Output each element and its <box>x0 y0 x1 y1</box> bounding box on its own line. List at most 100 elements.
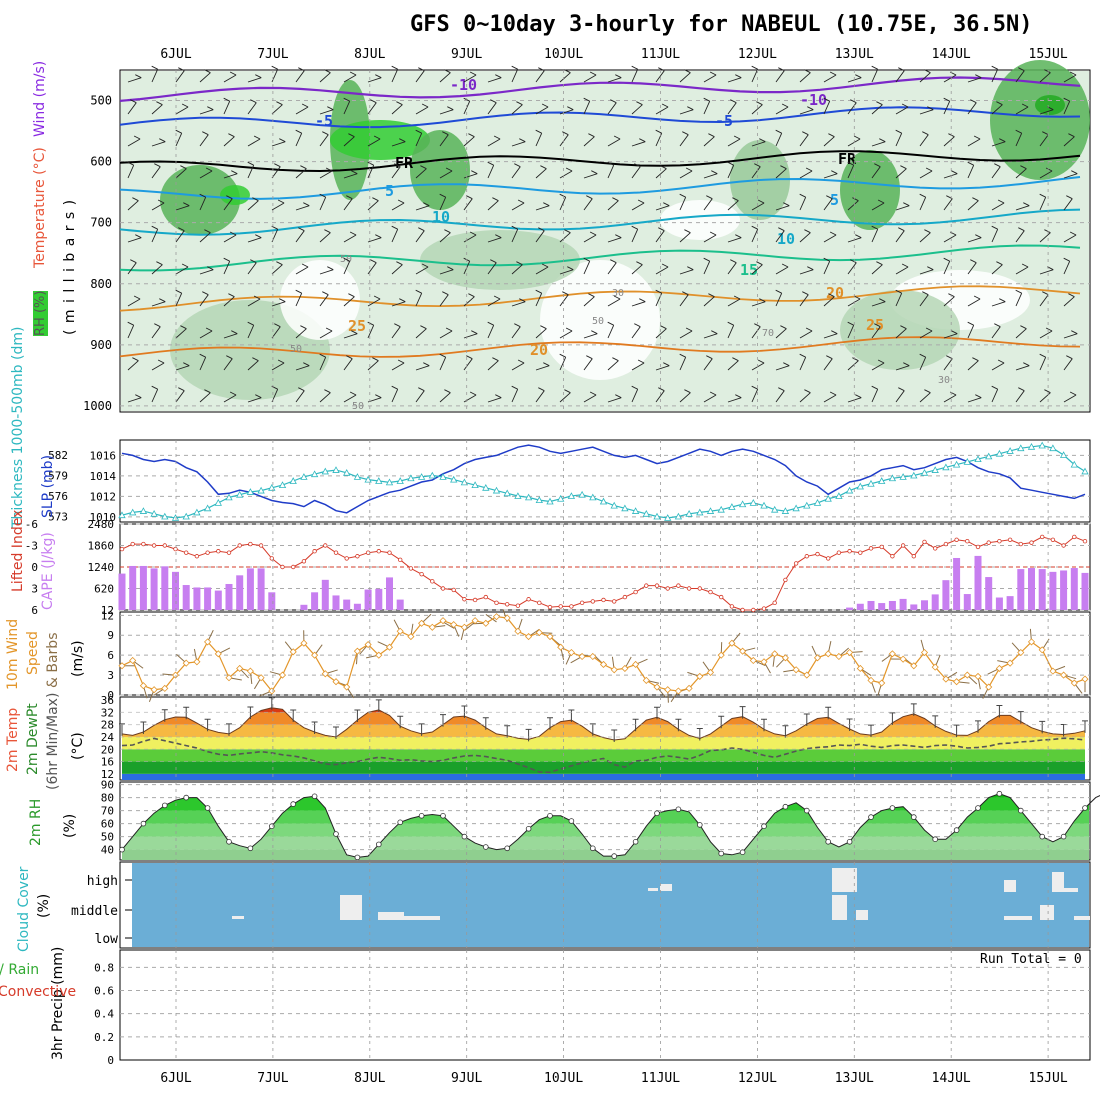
li-marker-82 <box>997 539 1002 544</box>
cape-bar-8 <box>204 587 212 610</box>
upper-wind-barb-212 <box>583 170 598 179</box>
rh-marker-26 <box>397 819 404 826</box>
upper-wind-barb-175 <box>487 394 502 403</box>
thickness-marker-46 <box>610 501 618 509</box>
upper-wind-barb-339 <box>847 357 859 371</box>
li-tick-3: 3 <box>31 583 38 596</box>
upper-wind-barb-17 <box>151 261 163 275</box>
upper-wind-barb-437 <box>1063 330 1078 339</box>
slp-tick-1010: 1010 <box>90 511 117 524</box>
upper-wind-barb-282 <box>727 295 741 307</box>
li-marker-35 <box>494 600 499 606</box>
upper-wind-barb-210 <box>583 97 591 115</box>
upper-wind-barb-323 <box>823 195 833 211</box>
rh-marker-48 <box>632 838 639 845</box>
thickness-marker-58 <box>738 500 747 508</box>
upper-wind-barb-285 <box>727 394 742 403</box>
temp-tick-24: 24 <box>101 731 115 744</box>
upper-wind-barb-302 <box>775 227 785 243</box>
temp-minmax-4 <box>161 709 168 722</box>
upper-wind-barb-102 <box>343 170 358 179</box>
wind10-marker-26 <box>396 627 404 635</box>
thickness-marker-5 <box>171 514 180 521</box>
upper-wind-barb-289 <box>751 163 761 179</box>
upper-wind-barb-287 <box>751 101 763 115</box>
upper-wind-barb-130 <box>391 359 405 371</box>
upper-wind-barb-417 <box>1015 387 1025 403</box>
upper-wind-barb-286 <box>751 65 759 83</box>
cape-bar-5 <box>172 571 179 610</box>
rh-tick-80: 80 <box>101 792 114 805</box>
upper-wind-barb-260 <box>679 291 689 307</box>
upper-wind-barb-156 <box>463 133 475 147</box>
upper-wind-barb-78 <box>295 103 309 115</box>
li-marker-76 <box>933 546 938 551</box>
wind10-marker-23 <box>364 640 372 649</box>
cape-bar-90 <box>1081 572 1089 610</box>
upper-wind-barb-365 <box>919 131 929 147</box>
cape-bar-78 <box>953 557 961 610</box>
upper-wind-barb-317 <box>799 353 807 371</box>
upper-wind-barb-215 <box>583 257 591 275</box>
rh-marker-10 <box>226 838 232 845</box>
upper-wind-barb-224 <box>607 197 619 211</box>
thickness-marker-14 <box>268 483 276 491</box>
wind10-marker-82 <box>995 664 1003 673</box>
upper-wind-barb-95 <box>319 291 329 307</box>
upper-wind-barb-126 <box>391 225 399 243</box>
thickness-marker-10 <box>225 493 233 501</box>
upper-wind-barb-147 <box>439 193 447 211</box>
upper-y-tick-500: 500 <box>90 94 112 108</box>
wind10-marker-60 <box>760 658 768 666</box>
upper-wind-barb-181 <box>511 225 519 243</box>
cape-bar-0 <box>118 573 126 610</box>
upper-wind-barb-2 <box>127 135 141 147</box>
li-marker-77 <box>943 541 949 547</box>
upper-wind-barb-377 <box>943 170 958 179</box>
slp-tick-1012: 1012 <box>90 490 117 503</box>
li-marker-6 <box>183 550 189 555</box>
upper-wind-barb-11 <box>151 65 159 83</box>
li-marker-19 <box>323 543 328 548</box>
upper-wind-barb-15 <box>151 199 165 211</box>
wind10-marker-47 <box>621 664 629 673</box>
wind10-marker-86 <box>1038 646 1046 654</box>
isotherm-label-2: -5 <box>315 112 333 130</box>
thickness-marker-85 <box>1027 442 1036 450</box>
upper-wind-barb-247 <box>655 227 665 243</box>
upper-wind-barb-363 <box>919 69 931 83</box>
upper-wind-barb-293 <box>751 298 766 307</box>
wind10-marker-77 <box>942 675 950 683</box>
rh-marker-8 <box>204 805 211 811</box>
upper-wind-barb-264 <box>703 71 717 83</box>
upper-wind-barb-164 <box>463 391 477 403</box>
rh-band-3 <box>122 810 1089 824</box>
upper-wind-barb-49 <box>223 231 237 243</box>
rh-marker-16 <box>290 801 297 807</box>
thickness-marker-68 <box>845 486 854 494</box>
upper-wind-barb-54 <box>223 391 237 403</box>
upper-wind-barb-57 <box>247 135 261 147</box>
thickness-marker-1 <box>129 508 137 516</box>
upper-wind-barb-310 <box>799 131 809 147</box>
upper-wind-barb-63 <box>247 321 255 339</box>
wind10-marker-58 <box>739 647 747 655</box>
temp-minmax-66 <box>825 706 832 720</box>
thickness-marker-40 <box>546 497 554 505</box>
upper-wind-barb-97 <box>319 353 327 371</box>
cape-bar-19 <box>321 579 329 610</box>
upper-wind-barb-90 <box>319 131 329 147</box>
thickness-line <box>121 444 1086 519</box>
rh-band-1 <box>122 836 1089 850</box>
rh-region-4 <box>410 130 470 210</box>
rh-marker-80 <box>975 805 981 811</box>
upper-wind-barb-391 <box>967 259 977 275</box>
li-marker-84 <box>1018 541 1023 547</box>
cloud-block-3 <box>404 916 440 920</box>
precip-label: 3hr Precip (mm) <box>50 946 66 1060</box>
upper-wind-barb-314 <box>799 266 814 275</box>
upper-wind-barb-60 <box>247 234 262 243</box>
temp-minmax-22 <box>354 709 361 723</box>
upper-wind-barb-404 <box>991 323 1001 339</box>
isotherm-3 <box>119 176 1081 200</box>
